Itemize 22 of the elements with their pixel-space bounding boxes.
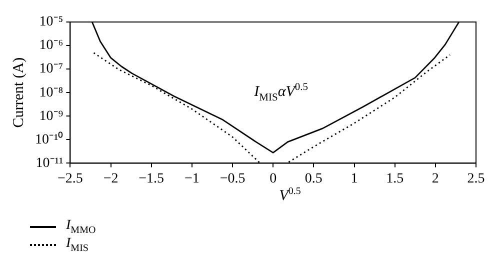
x-axis-title: V$^{0.5}$ [278, 186, 302, 205]
x-tick-label: −2.5 [57, 171, 83, 186]
x-tick-label: 0.5 [304, 171, 322, 186]
x-tick-label: 0 [270, 171, 277, 186]
y-tick-label: 10⁻⁸ [39, 85, 64, 100]
x-tick-label: −2 [103, 171, 118, 186]
x-tick-label: −1.5 [138, 171, 164, 186]
x-tick-label: 2 [432, 171, 439, 186]
y-tick-label: 10⁻⁹ [39, 108, 64, 124]
y-tick-label: 10⁻⁶ [39, 38, 64, 54]
x-tick-label: 1.5 [386, 171, 404, 186]
y-axis-title: Current (A) [10, 57, 27, 128]
x-tick-label: 2.5 [467, 171, 485, 186]
y-tick-label: 10⁻¹¹ [36, 156, 64, 171]
y-tick-label: 10⁻¹⁰ [34, 131, 64, 148]
y-tick-label: 10⁻⁷ [39, 62, 64, 77]
x-tick-label: −0.5 [220, 171, 246, 186]
x-tick-label: −1 [184, 171, 200, 186]
legend-label: I$_{MIS}$ [66, 236, 88, 254]
x-tick-label: 1 [350, 171, 358, 186]
legend-label: I$_{MMO}$ [66, 218, 96, 236]
y-tick-label: 10⁻⁵ [39, 14, 64, 30]
